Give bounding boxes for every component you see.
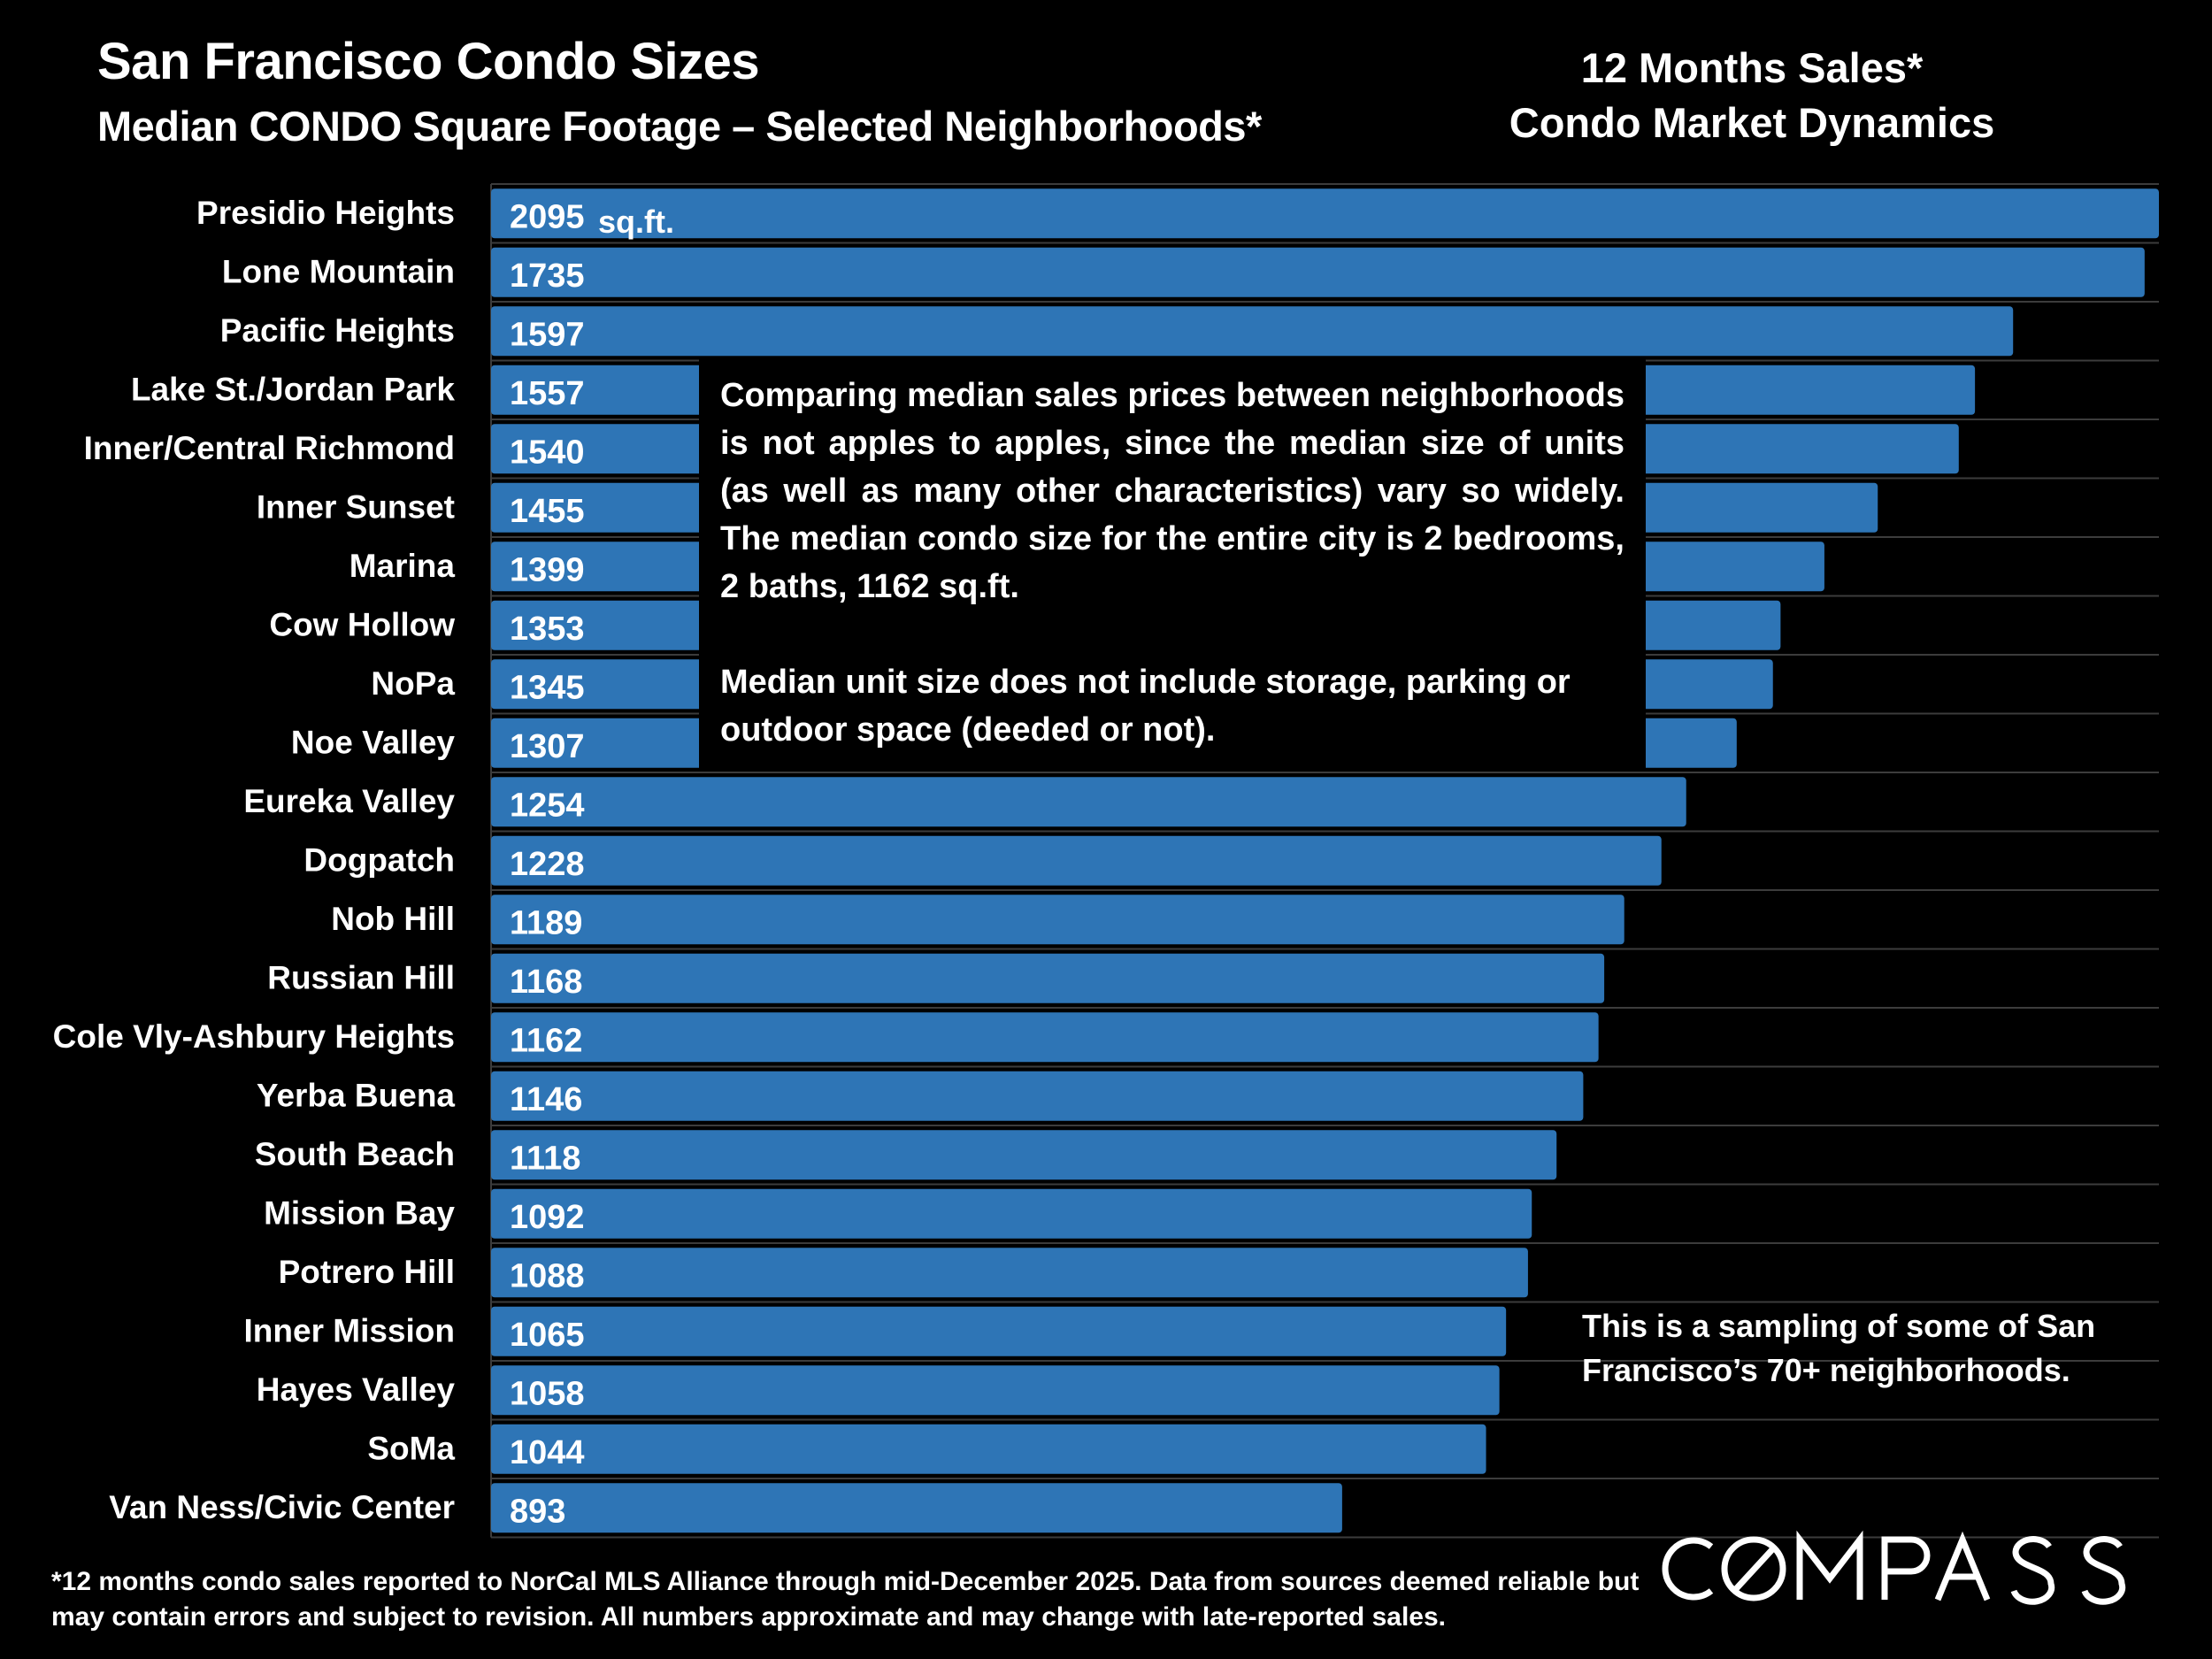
category-label: Inner Mission [244, 1313, 455, 1349]
category-label: Nob Hill [331, 901, 455, 937]
category-label: Mission Bay [264, 1195, 455, 1232]
category-label: South Beach [255, 1136, 455, 1172]
bar [491, 188, 2159, 239]
category-label: NoPa [371, 665, 455, 702]
data-label: 1307 [510, 728, 585, 765]
bar [491, 777, 1686, 827]
bar [491, 1424, 1486, 1474]
category-label: Van Ness/Civic Center [109, 1489, 455, 1525]
data-label: 1735 [510, 257, 585, 295]
storage-note: Median unit size does not include storag… [720, 664, 1571, 749]
bar [491, 1071, 1584, 1121]
category-label: Lone Mountain [222, 254, 455, 290]
data-label: 1345 [510, 669, 585, 706]
comparison-note: Comparing median sales prices between ne… [720, 377, 1624, 605]
data-label: 1162 [510, 1022, 582, 1059]
data-label: 1353 [510, 611, 585, 648]
data-label: 1168 [510, 964, 582, 1001]
data-label: 1455 [510, 493, 585, 530]
category-label: Inner/Central Richmond [84, 430, 455, 466]
category-label: Eureka Valley [243, 783, 455, 819]
sampling-note: This is a sampling of some of San Franci… [1582, 1308, 2096, 1388]
data-label: 1118 [510, 1140, 580, 1177]
data-label: 1189 [510, 904, 582, 941]
bar [491, 1188, 1532, 1239]
comparison-note-box: Comparing median sales prices between ne… [699, 359, 1646, 771]
category-label: Marina [349, 548, 456, 584]
chart-title: San Francisco Condo Sizes [97, 33, 760, 90]
category-label: Lake St./Jordan Park [131, 372, 455, 408]
data-label: 2095 [510, 198, 585, 235]
compass-logo [1662, 1530, 2126, 1605]
data-label: 893 [510, 1493, 565, 1530]
bar [491, 1012, 1599, 1063]
category-label: Dogpatch [303, 842, 455, 879]
data-label: 1146 [510, 1081, 582, 1118]
data-label: 1228 [510, 846, 585, 883]
category-label: SoMa [367, 1431, 455, 1467]
category-label: Cow Hollow [269, 607, 455, 643]
data-label: 1058 [510, 1375, 585, 1412]
category-label: Cole Vly-Ashbury Heights [53, 1018, 455, 1055]
bar [491, 895, 1624, 945]
bar [491, 247, 2145, 297]
bar [491, 306, 2014, 357]
category-label: Inner Sunset [257, 489, 455, 526]
data-label: 1597 [510, 316, 585, 353]
chart-subtitle: Median CONDO Square Footage – Selected N… [97, 103, 1262, 150]
bar [491, 1130, 1557, 1180]
data-label: 1065 [510, 1317, 585, 1354]
unit-label: sq.ft. [598, 204, 674, 240]
bar [491, 835, 1662, 886]
category-label: Presidio Heights [196, 195, 455, 231]
footnote: *12 months condo sales reported to NorCa… [51, 1567, 1640, 1632]
header-right: 12 Months Sales* Condo Market Dynamics [1451, 41, 2053, 150]
data-label: 1540 [510, 434, 585, 471]
bar [491, 1306, 1507, 1356]
data-label: 1557 [510, 375, 585, 412]
data-label: 1399 [510, 551, 585, 588]
period-label: 12 Months Sales* [1580, 44, 1924, 91]
category-label: Yerba Buena [257, 1078, 456, 1114]
bar [491, 1483, 1342, 1533]
bar [491, 953, 1605, 1003]
bar [491, 1365, 1500, 1416]
category-label: Potrero Hill [279, 1254, 455, 1290]
bar [491, 1248, 1528, 1298]
category-label: Pacific Heights [220, 312, 455, 349]
category-label: Noe Valley [291, 725, 456, 761]
data-label: 1088 [510, 1257, 585, 1294]
market-label: Condo Market Dynamics [1509, 99, 1995, 146]
data-label: 1092 [510, 1199, 585, 1236]
data-label: 1254 [510, 787, 585, 824]
category-label: Russian Hill [267, 960, 455, 996]
data-label: 1044 [510, 1434, 585, 1471]
category-label: Hayes Valley [257, 1371, 456, 1408]
